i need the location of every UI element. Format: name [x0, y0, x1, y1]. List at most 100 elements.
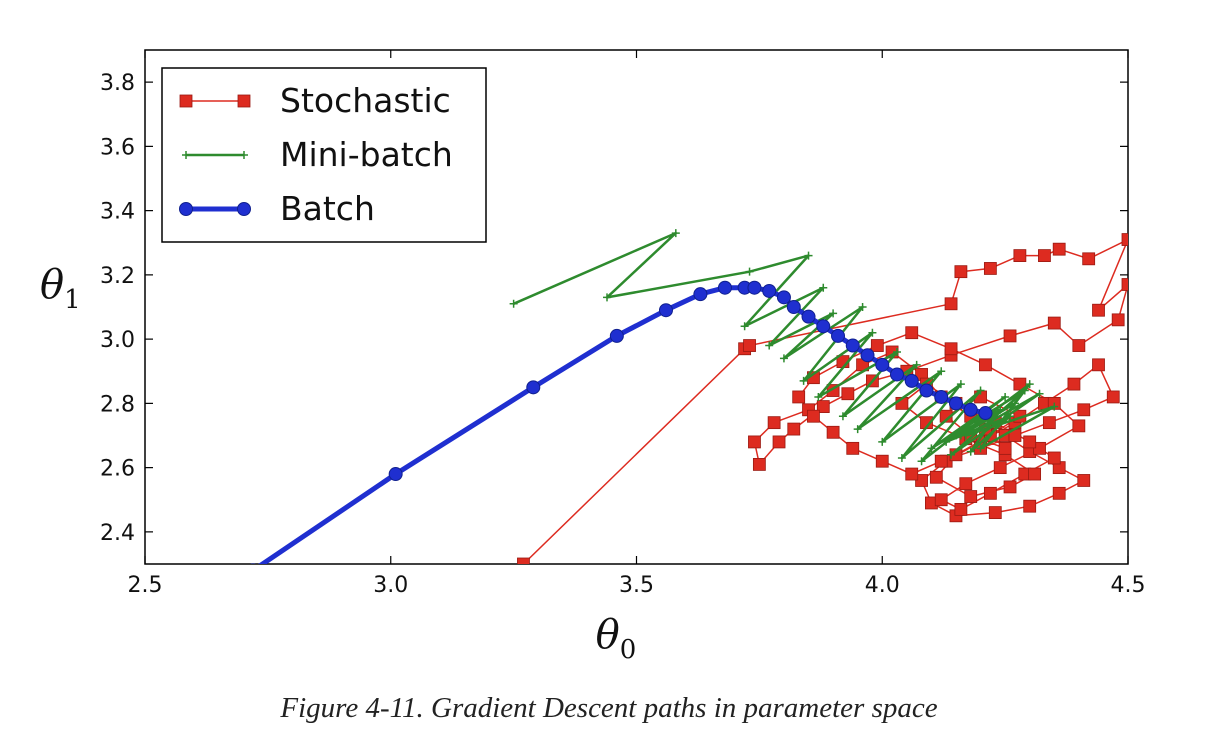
- x-tick-label: 4.0: [865, 573, 900, 598]
- legend-label-mini-batch: Mini-batch: [280, 135, 453, 174]
- data-point-batch: [762, 283, 777, 298]
- y-tick-label: 3.0: [100, 328, 135, 353]
- data-point-batch: [693, 287, 708, 302]
- data-point-mini-batch: [996, 405, 1005, 414]
- data-point-mini-batch: [603, 293, 612, 302]
- data-point-mini-batch: [779, 354, 788, 363]
- data-point-stochastic: [964, 490, 978, 503]
- data-point-batch: [609, 328, 624, 343]
- y-tick-label: 2.8: [100, 392, 135, 417]
- data-point-stochastic: [998, 441, 1012, 455]
- data-point-mini-batch: [966, 447, 975, 456]
- x-tick-label: 4.5: [1111, 573, 1146, 598]
- data-point-stochastic: [792, 390, 806, 404]
- y-tick-label: 3.8: [100, 71, 135, 96]
- x-tick-label: 2.5: [128, 573, 163, 598]
- data-point-mini-batch: [976, 444, 985, 453]
- data-point-batch: [526, 380, 541, 395]
- data-point-stochastic: [934, 454, 948, 468]
- data-point-batch: [948, 396, 963, 411]
- data-point-mini-batch: [853, 425, 862, 434]
- data-point-stochastic: [1092, 358, 1105, 372]
- data-point-mini-batch: [878, 437, 887, 446]
- data-point-stochastic: [846, 441, 860, 455]
- data-point-mini-batch: [897, 453, 906, 462]
- data-point-mini-batch: [804, 251, 813, 260]
- x-tick-label: 3.5: [619, 573, 654, 598]
- data-point-mini-batch: [858, 303, 867, 311]
- data-point-batch: [919, 383, 934, 398]
- data-point-stochastic: [1033, 441, 1046, 455]
- data-point-stochastic: [1121, 233, 1128, 246]
- data-point-mini-batch: [971, 418, 980, 427]
- data-point-batch: [776, 290, 791, 305]
- data-point-mini-batch: [1006, 412, 1015, 421]
- data-point-stochastic: [826, 425, 840, 439]
- data-point-mini-batch: [1035, 389, 1044, 398]
- legend-samples: [179, 94, 251, 216]
- data-point-stochastic: [752, 458, 766, 471]
- data-point-stochastic: [983, 262, 997, 275]
- data-point-stochastic: [905, 326, 919, 340]
- data-point-mini-batch: [976, 386, 985, 395]
- data-point-mini-batch: [745, 267, 754, 276]
- data-point-batch: [801, 309, 816, 324]
- data-point-stochastic: [841, 387, 855, 401]
- legend-marker-stochastic: [237, 94, 251, 108]
- data-point-stochastic: [517, 557, 530, 564]
- data-point-stochastic: [1023, 499, 1037, 513]
- data-point-mini-batch: [1050, 402, 1059, 411]
- data-point-stochastic: [954, 502, 968, 516]
- data-point-batch: [889, 367, 904, 382]
- data-point-mini-batch: [912, 360, 921, 369]
- legend-marker-mini-batch: [182, 151, 190, 159]
- data-point-batch: [831, 328, 846, 343]
- data-point-batch: [658, 303, 673, 318]
- data-point-stochastic: [979, 358, 992, 372]
- data-point-stochastic: [988, 506, 1002, 520]
- data-point-mini-batch: [1001, 392, 1010, 401]
- data-point-stochastic: [1038, 249, 1051, 263]
- data-point-mini-batch: [765, 341, 774, 350]
- data-point-stochastic: [983, 486, 997, 500]
- data-point-stochastic: [1067, 377, 1081, 391]
- data-point-mini-batch: [1025, 380, 1034, 389]
- data-point-stochastic: [1072, 339, 1086, 352]
- data-point-stochastic: [959, 477, 973, 491]
- data-point-stochastic: [1052, 486, 1066, 500]
- data-point-stochastic: [944, 297, 958, 311]
- data-point-mini-batch: [671, 229, 680, 238]
- data-point-stochastic: [748, 435, 761, 449]
- data-point-stochastic: [1077, 403, 1091, 417]
- data-point-batch: [250, 563, 256, 564]
- data-point-stochastic: [1003, 480, 1017, 494]
- data-point-stochastic: [870, 339, 884, 352]
- data-point-mini-batch: [838, 412, 847, 421]
- data-point-stochastic: [875, 454, 889, 468]
- data-point-stochastic: [1092, 303, 1105, 317]
- data-point-stochastic: [1042, 416, 1056, 430]
- data-point-mini-batch: [1010, 399, 1019, 408]
- data-point-stochastic: [767, 416, 781, 430]
- legend-label-stochastic: Stochastic: [280, 81, 451, 120]
- data-point-stochastic: [807, 409, 820, 423]
- data-point-batch: [875, 357, 890, 372]
- data-point-stochastic: [1047, 451, 1061, 465]
- data-point-mini-batch: [917, 457, 926, 466]
- data-point-mini-batch: [868, 328, 877, 337]
- data-point-mini-batch: [956, 380, 965, 389]
- data-point-stochastic: [993, 461, 1007, 475]
- data-point-stochastic: [1023, 435, 1037, 449]
- data-point-mini-batch: [740, 322, 749, 331]
- data-point-stochastic: [934, 493, 948, 507]
- y-tick-label: 3.2: [100, 264, 135, 289]
- y-tick-label: 2.6: [100, 457, 135, 482]
- legend-marker-batch: [179, 202, 193, 216]
- data-point-mini-batch: [829, 309, 838, 318]
- data-point-mini-batch: [927, 444, 936, 453]
- data-point-stochastic: [1077, 474, 1091, 487]
- data-point-stochastic: [954, 265, 968, 279]
- data-point-batch: [904, 373, 919, 388]
- x-axis-label: θ0: [596, 612, 637, 665]
- data-point-batch: [845, 338, 860, 353]
